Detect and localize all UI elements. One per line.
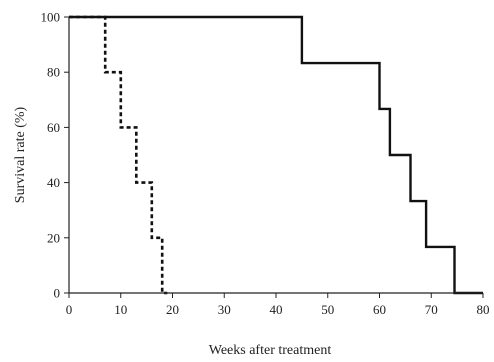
x-tick-label: 80 xyxy=(477,302,490,317)
y-axis-title: Survival rate (%) xyxy=(13,106,28,203)
x-tick-label: 20 xyxy=(166,302,179,317)
x-tick-label: 60 xyxy=(373,302,386,317)
x-tick-label: 50 xyxy=(321,302,334,317)
y-tick-label: 0 xyxy=(54,286,61,301)
y-tick-label: 20 xyxy=(47,230,60,245)
y-tick-label: 40 xyxy=(47,175,60,190)
x-tick-label: 0 xyxy=(66,302,73,317)
y-tick-label: 60 xyxy=(47,120,60,135)
dashed-survival-line xyxy=(69,15,168,295)
x-axis-title: Weeks after treatment xyxy=(209,343,332,357)
x-tick-label: 40 xyxy=(270,302,283,317)
ticks-layer: 0 20 40 60 80 100 0 10 20 30 40 50 60 70 80 xyxy=(41,10,490,318)
solid-survival-line xyxy=(69,15,483,295)
y-tick-label: 100 xyxy=(41,10,61,25)
x-tick-label: 70 xyxy=(425,302,438,317)
y-tick-label: 80 xyxy=(47,65,60,80)
x-tick-label: 10 xyxy=(114,302,127,317)
x-tick-label: 30 xyxy=(218,302,231,317)
series-layer xyxy=(69,15,483,295)
